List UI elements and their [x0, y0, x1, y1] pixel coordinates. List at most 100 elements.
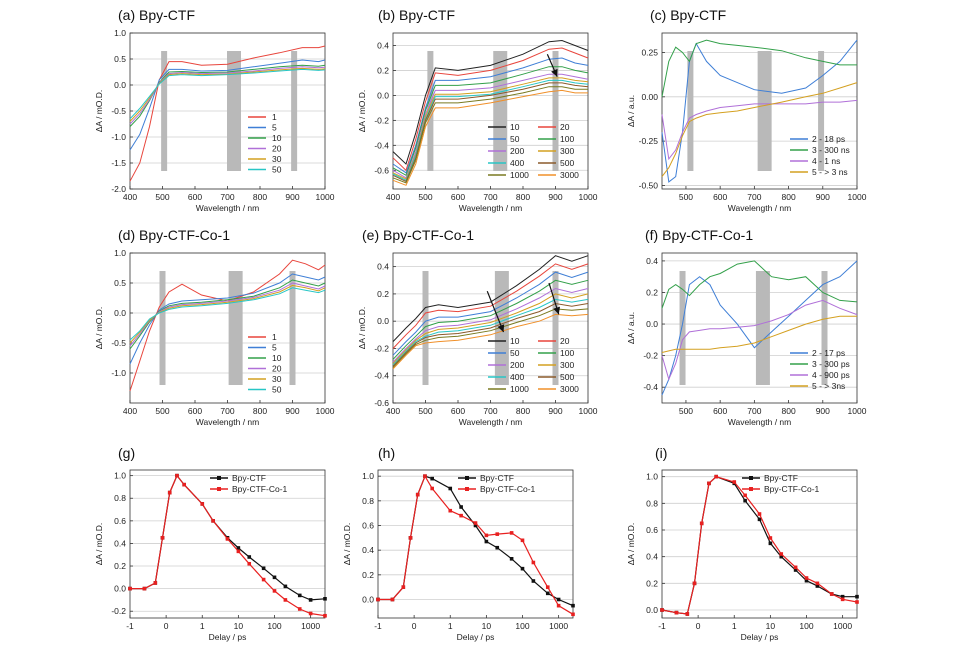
panel-title: (a) Bpy-CTF	[118, 7, 195, 23]
data-point	[236, 549, 241, 554]
data-point	[376, 597, 380, 602]
data-point	[272, 575, 277, 580]
data-point	[261, 577, 266, 582]
chart-panel-h: (h) -1 0 1 10 100 1000 0.0 0.2 0.4 0.6 0.8 1.0 Delay …	[342, 445, 575, 642]
x-axis-label: Delay / ps	[457, 632, 495, 642]
plot-frame	[129, 252, 326, 404]
legend-label: 300	[560, 360, 574, 370]
data-point	[448, 486, 453, 491]
masked-band	[228, 271, 243, 385]
x-tick-label: 800	[781, 406, 795, 416]
data-point	[459, 505, 463, 509]
legend-label: 5 - > 3 ns	[812, 167, 848, 177]
y-tick-label: 0.0	[646, 605, 658, 615]
x-axis-label: Wavelength / nm	[728, 203, 791, 213]
series-line-c-0	[661, 39, 858, 183]
data-point	[531, 560, 536, 565]
legend-label: 5	[272, 343, 277, 353]
data-point	[297, 607, 302, 611]
data-point	[247, 555, 252, 559]
x-tick-label: 0	[696, 621, 701, 631]
legend-c: 2 - 18 ps3 - 300 ns4 - 1 ns5 - > 3 ns	[790, 134, 850, 177]
data-point	[757, 512, 762, 516]
x-tick-label: 900	[285, 406, 299, 416]
series-line-b-6	[392, 79, 589, 181]
y-tick-label: 1.0	[114, 248, 126, 258]
x-tick-label: 10	[482, 621, 492, 631]
y-axis-label: ΔA / mO.D.	[94, 307, 104, 350]
legend-label: Bpy-CTF-Co-1	[232, 484, 288, 494]
series-line-b-5	[392, 77, 589, 180]
chart-panel-f: (f) Bpy-CTF-Co-1 500 600 700 800 900 1000 -0.4 -…	[626, 227, 867, 427]
x-tick-label: 600	[451, 406, 465, 416]
data-point	[160, 535, 165, 540]
x-tick-label: 500	[155, 406, 169, 416]
data-point	[401, 585, 406, 589]
plot-frame	[129, 469, 326, 619]
x-tick-label: 900	[285, 192, 299, 202]
masked-band	[755, 271, 770, 385]
y-tick-label: -1.5	[111, 158, 126, 168]
x-tick-label: 1000	[316, 192, 335, 202]
y-tick-label: 0.4	[646, 256, 658, 266]
y-tick-label: -0.5	[111, 106, 126, 116]
data-point	[545, 585, 550, 589]
data-point	[323, 596, 327, 601]
y-tick-label: 0.8	[114, 493, 126, 503]
legend-label: 5 - > 3ns	[812, 381, 845, 391]
y-axis-label: ΔA / a.u.	[626, 95, 636, 127]
x-axis-label: Wavelength / nm	[459, 417, 522, 427]
data-point	[211, 519, 215, 523]
data-point	[855, 594, 859, 599]
data-point	[175, 473, 179, 478]
trend-arrow-head	[497, 324, 505, 333]
data-point	[495, 545, 500, 550]
legend-label: 400	[510, 372, 524, 382]
x-tick-label: 500	[418, 192, 432, 202]
series-line-e-7	[392, 302, 589, 367]
x-tick-label: 10	[766, 621, 776, 631]
plot-frame	[377, 469, 574, 619]
chart-panel-d: (d) Bpy-CTF-Co-1 400 500 600 700 800 900 1000 -1…	[94, 227, 335, 427]
y-tick-label: 0.4	[646, 552, 658, 562]
chart-panel-b: (b) Bpy-CTF 400 500 600 700 800 900 1000 -0.6 -0.…	[357, 7, 598, 213]
plot-frame	[661, 32, 858, 190]
x-tick-label: 600	[451, 192, 465, 202]
trend-arrow	[486, 290, 505, 333]
series-line-d-4	[129, 284, 326, 344]
panel-title: (e) Bpy-CTF-Co-1	[362, 227, 474, 243]
legend-label: 500	[560, 372, 574, 382]
series-line-b-1	[392, 47, 589, 172]
series-line-e-1	[392, 263, 589, 349]
x-axis-label: Delay / ps	[209, 632, 247, 642]
data-point	[308, 611, 313, 616]
x-axis-label: Wavelength / nm	[196, 203, 259, 213]
x-tick-label: 800	[253, 406, 267, 416]
chart-panel-i: (i) -1 0 1 10 100 1000 0.0 0.2 0.4 0.6 0.8 1.0 Delay …	[626, 445, 859, 642]
legend-label: 400	[510, 158, 524, 168]
series-line-c-3	[661, 82, 858, 177]
plot-frame	[392, 32, 589, 190]
series-line-f-1	[661, 260, 858, 309]
series-line-b-0	[392, 39, 589, 165]
series-line-h-0	[378, 475, 574, 607]
legend-marker	[465, 476, 469, 480]
y-tick-label: 0.2	[362, 570, 374, 580]
y-tick-label: 0.0	[114, 308, 126, 318]
y-tick-label: 0.4	[114, 538, 126, 548]
y-tick-label: 0.8	[362, 496, 374, 506]
y-tick-label: 1.0	[114, 28, 126, 38]
legend-label: 500	[560, 158, 574, 168]
x-axis-label: Wavelength / nm	[459, 203, 522, 213]
masked-band	[422, 271, 429, 385]
x-tick-label: 1000	[579, 192, 598, 202]
x-tick-label: 1	[448, 621, 453, 631]
legend-label: 300	[560, 146, 574, 156]
legend-label: 50	[510, 134, 520, 144]
x-tick-label: 400	[386, 406, 400, 416]
x-tick-label: 1000	[579, 406, 598, 416]
data-point	[430, 476, 434, 481]
data-point	[225, 537, 230, 541]
